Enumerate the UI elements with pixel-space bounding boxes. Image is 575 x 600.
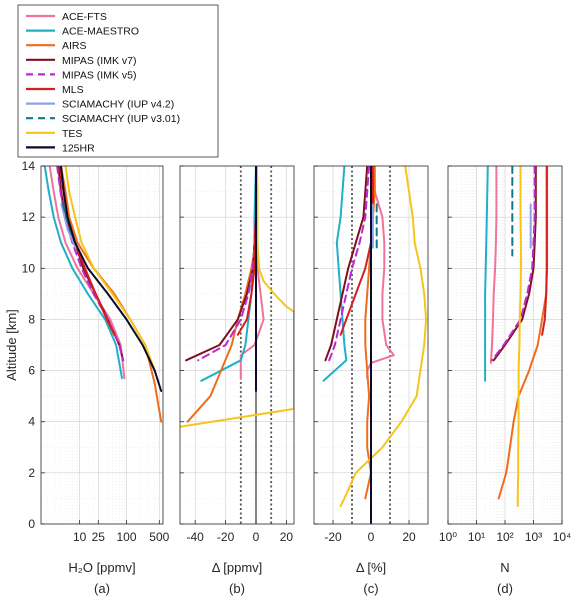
y-axis-label: Altitude [km] xyxy=(4,309,19,381)
series-line-ace-fts xyxy=(48,166,126,380)
x-tick-label: 20 xyxy=(280,530,294,544)
x-tick-label: 10³ xyxy=(525,530,542,544)
series-line-mipas-imk-v5 xyxy=(491,166,536,362)
x-tick-label: 20 xyxy=(402,530,416,544)
x-tick-label: -20 xyxy=(217,530,235,544)
legend-label: ACE-FTS xyxy=(62,11,107,23)
series-line-mipas-imk-v5 xyxy=(328,166,371,362)
series-group xyxy=(322,166,428,524)
series-line-ace-maestro xyxy=(43,166,123,380)
panel-label: (a) xyxy=(94,581,110,596)
x-axis-label: N xyxy=(500,560,509,575)
panel-c: -20 0 20 Δ [%] (c) xyxy=(313,165,429,596)
x-tick-label: 100 xyxy=(117,530,137,544)
y-tick-label: 10 xyxy=(22,261,36,275)
series-line-mipas-imk-v7 xyxy=(492,166,537,362)
series-line-ace-maestro xyxy=(322,166,348,382)
series-group xyxy=(484,166,549,508)
x-axis-label: Δ [ppmv] xyxy=(212,560,263,575)
y-tick-label: 8 xyxy=(28,312,35,326)
x-axis-label: Δ [%] xyxy=(356,560,386,575)
legend-label: MIPAS (IMK v5) xyxy=(62,69,136,81)
legend-label: SCIAMACHY (IUP v4.2) xyxy=(62,99,174,111)
series-line-ace-fts xyxy=(489,166,498,364)
x-tick-label: 10¹ xyxy=(468,530,485,544)
y-tick-label: 2 xyxy=(28,466,35,480)
series-line-mls xyxy=(541,166,548,336)
x-tick-label: -40 xyxy=(187,530,205,544)
series-line-ace-maestro xyxy=(484,166,489,382)
series-line-tes xyxy=(180,166,294,428)
series-line-mipas-imk-v5 xyxy=(197,166,257,362)
series-group xyxy=(180,166,294,428)
y-tick-label: 4 xyxy=(28,415,35,429)
legend-label: 125HR xyxy=(62,142,95,154)
legend-label: TES xyxy=(62,128,82,140)
panel-a: 10 25 100 500 H₂O [ppmv] (a) xyxy=(40,165,170,596)
series-line-mipas-imk-v5 xyxy=(56,166,125,362)
series-line-sciamachy-iup-v4-2 xyxy=(60,203,77,249)
x-tick-label: 25 xyxy=(92,530,106,544)
series-line-125hr xyxy=(60,166,163,392)
legend-label: SCIAMACHY (IUP v3.01) xyxy=(62,113,180,125)
legend-label: AIRS xyxy=(62,40,87,52)
series-line-tes xyxy=(516,166,522,508)
x-tick-label: 10⁴ xyxy=(553,530,572,544)
panel-label: (d) xyxy=(497,581,513,596)
series-line-tes xyxy=(339,166,428,508)
axis-frame xyxy=(40,165,164,525)
x-tick-label: 10 xyxy=(73,530,87,544)
series-group xyxy=(43,166,163,423)
x-tick-label: 10⁰ xyxy=(439,530,457,544)
panel-label: (b) xyxy=(229,581,245,596)
y-tick-label: 14 xyxy=(22,159,36,173)
x-axis-label: H₂O [ppmv] xyxy=(68,560,135,575)
legend-label: MIPAS (IMK v7) xyxy=(62,55,136,67)
legend-label: MLS xyxy=(62,84,84,96)
x-tick-label: 0 xyxy=(368,530,375,544)
series-line-tes xyxy=(64,166,156,372)
x-tick-label: 0 xyxy=(253,530,260,544)
series-line-mipas-imk-v7 xyxy=(324,166,369,362)
panel-label: (c) xyxy=(363,581,378,596)
series-line-mls xyxy=(339,166,374,336)
y-tick-label: 12 xyxy=(22,210,36,224)
legend: ACE-FTS ACE-MAESTRO AIRS MIPAS (IMK v7) MIPA… xyxy=(17,4,219,158)
x-tick-label: 500 xyxy=(149,530,169,544)
panel-b: -40 -20 0 20 Δ [ppmv] (b) xyxy=(179,165,295,596)
y-tick-label: 6 xyxy=(28,364,35,378)
x-tick-label: -20 xyxy=(324,530,342,544)
panels-group: 0 2 4 6 8 10 12 14 10 25 100 500 H₂O [ppmv] (a) -40 -20… xyxy=(22,159,572,596)
x-tick-label: 10² xyxy=(496,530,513,544)
panel-d: 10⁰ 10¹ 10² 10³ 10⁴ N (d) xyxy=(439,165,572,596)
axis-frame xyxy=(179,165,295,525)
y-tick-label: 0 xyxy=(28,517,35,531)
series-line-airs xyxy=(497,166,549,500)
series-line-mipas-imk-v7 xyxy=(185,166,257,362)
legend-label: ACE-MAESTRO xyxy=(62,26,139,38)
